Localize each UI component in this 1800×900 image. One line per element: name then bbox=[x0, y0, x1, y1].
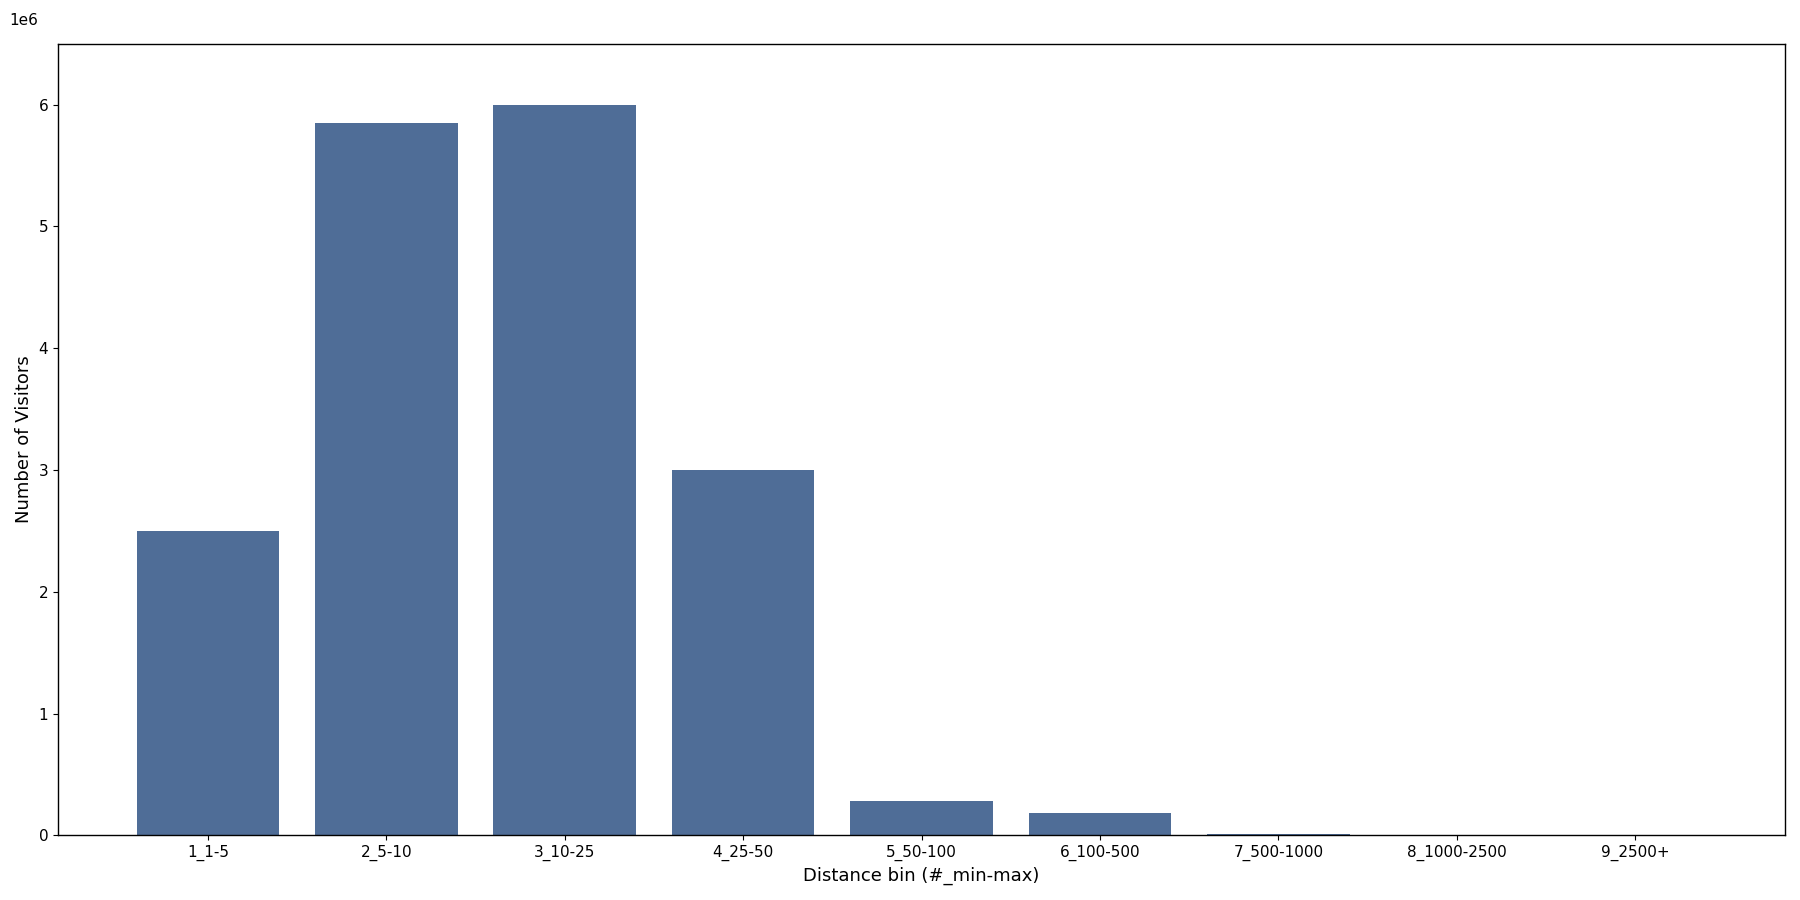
Bar bbox=[671, 470, 814, 835]
Y-axis label: Number of Visitors: Number of Visitors bbox=[14, 356, 32, 524]
Bar bbox=[493, 104, 635, 835]
Text: 1e6: 1e6 bbox=[9, 13, 38, 28]
X-axis label: Distance bin (#_min-max): Distance bin (#_min-max) bbox=[803, 867, 1040, 885]
Bar bbox=[1028, 814, 1172, 835]
Bar bbox=[315, 123, 457, 835]
Bar bbox=[137, 531, 279, 835]
Bar bbox=[1208, 834, 1350, 835]
Bar bbox=[850, 801, 994, 835]
